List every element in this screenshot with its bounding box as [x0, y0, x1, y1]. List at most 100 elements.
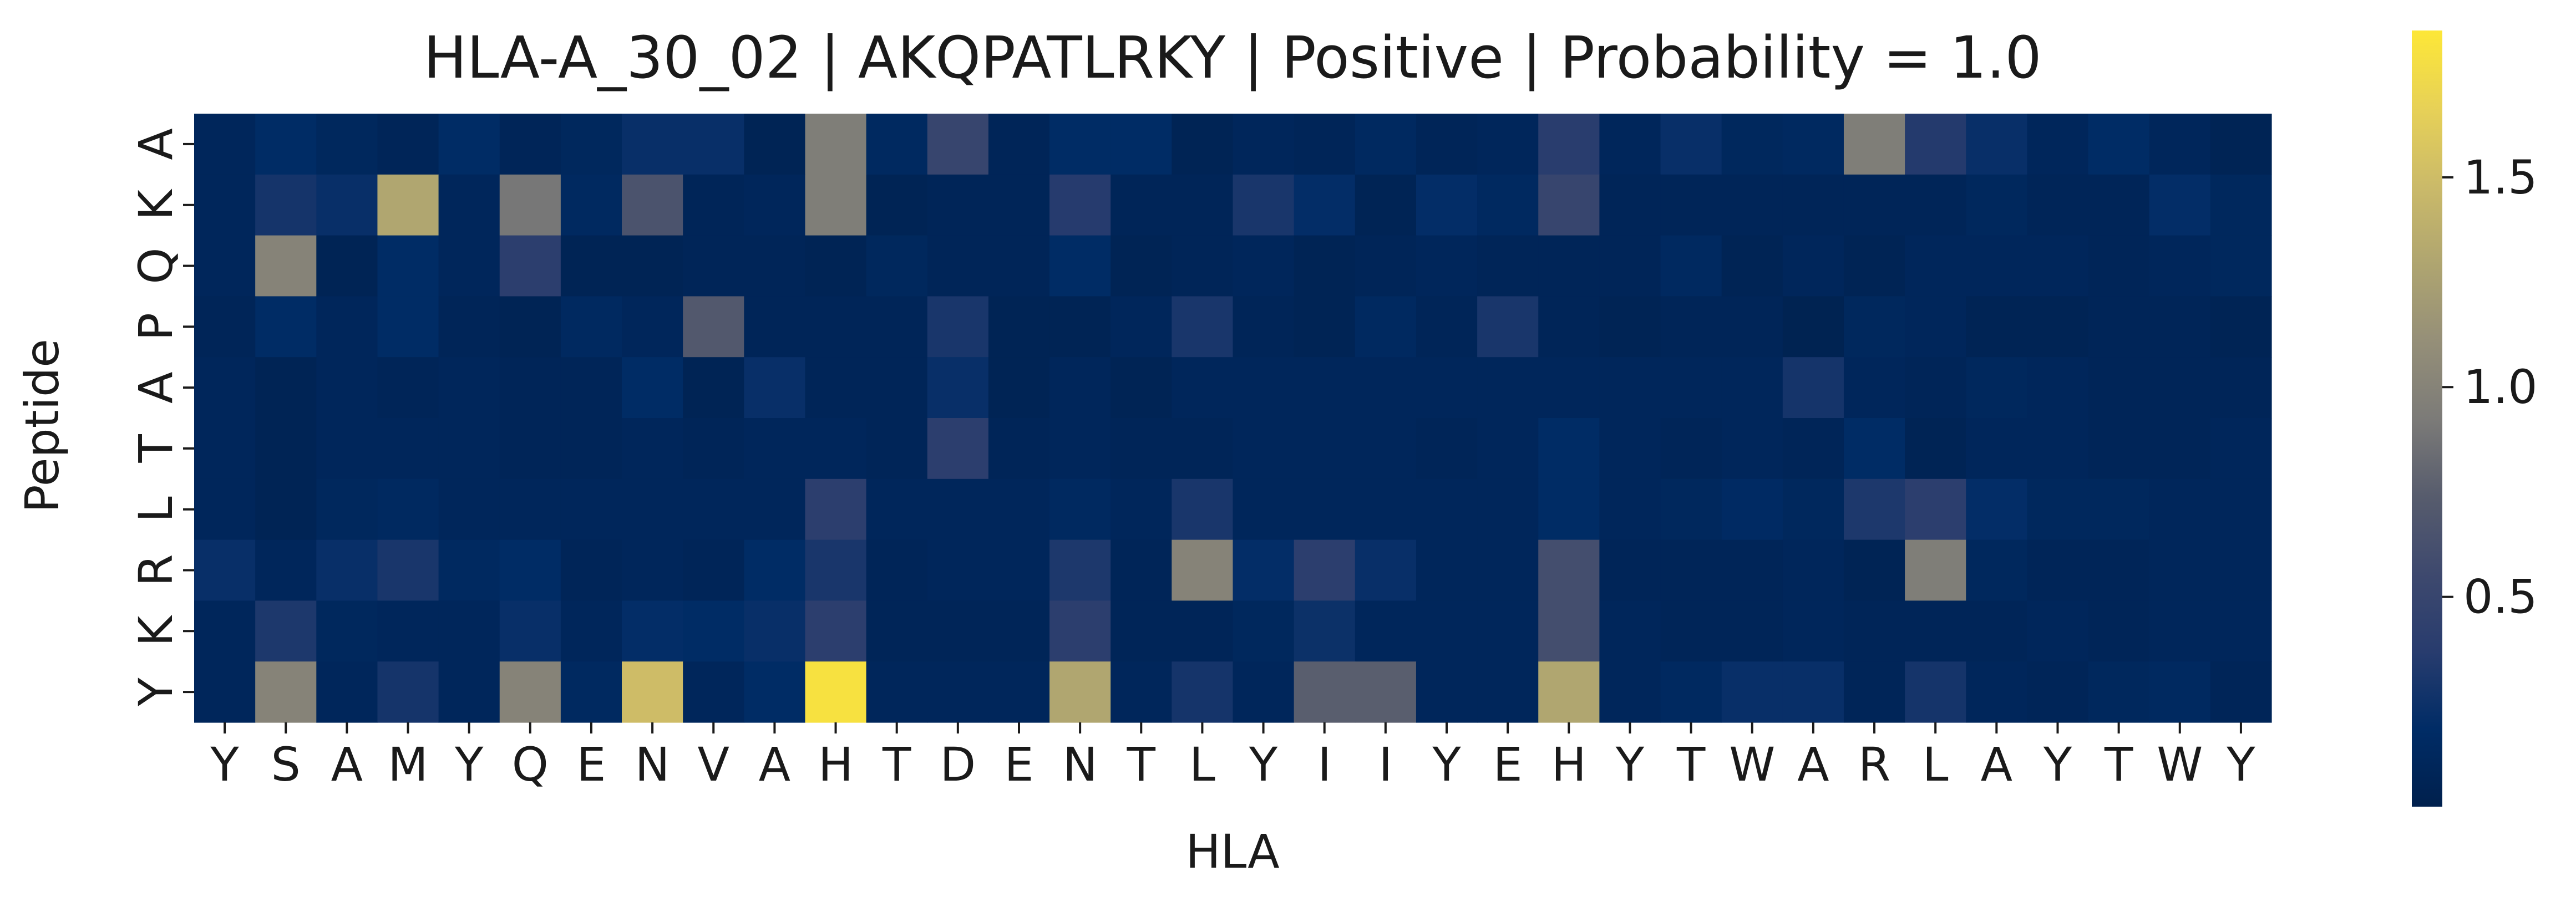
- x-tick-label: A: [759, 737, 790, 792]
- heatmap-cell: [316, 418, 378, 480]
- heatmap-cell: [438, 539, 500, 601]
- heatmap-cell: [2149, 174, 2211, 236]
- heatmap-cell: [2027, 174, 2089, 236]
- heatmap-cell: [1905, 296, 1966, 358]
- heatmap-cell: [805, 600, 867, 662]
- heatmap-cell: [1355, 478, 1417, 541]
- heatmap-cell: [988, 174, 1050, 236]
- heatmap-cell: [499, 600, 561, 662]
- heatmap-cell: [194, 418, 256, 480]
- heatmap-cell: [1049, 539, 1111, 601]
- heatmap-cell: [438, 357, 500, 419]
- heatmap-cell: [1843, 174, 1905, 236]
- heatmap-cell: [744, 296, 806, 358]
- x-axis-label: HLA: [1185, 824, 1279, 879]
- heatmap-cell: [927, 235, 989, 297]
- heatmap-cell: [1599, 235, 1661, 297]
- x-tick-label: Y: [1432, 737, 1461, 792]
- heatmap-cell: [255, 600, 317, 662]
- heatmap-cell: [1721, 478, 1783, 541]
- heatmap-cell: [1233, 418, 1295, 480]
- heatmap-cell: [377, 600, 439, 662]
- heatmap-cell: [1905, 600, 1966, 662]
- heatmap-cell: [1599, 296, 1661, 358]
- x-tick-label: T: [882, 737, 911, 792]
- heatmap-cell: [988, 114, 1050, 175]
- heatmap-cell: [1660, 478, 1722, 541]
- heatmap-cell: [744, 114, 806, 175]
- heatmap-cell: [805, 478, 867, 541]
- heatmap-cell: [744, 478, 806, 541]
- heatmap-cell: [805, 357, 867, 419]
- heatmap-cell: [805, 174, 867, 236]
- heatmap-cell: [499, 174, 561, 236]
- heatmap-cell: [805, 418, 867, 480]
- heatmap-cell: [866, 539, 928, 601]
- heatmap-cell: [988, 478, 1050, 541]
- heatmap-cell: [744, 418, 806, 480]
- heatmap-cell: [255, 296, 317, 358]
- heatmap-cell: [1355, 114, 1417, 175]
- heatmap-cell: [2149, 661, 2211, 723]
- heatmap-cell: [622, 235, 683, 297]
- heatmap-cell: [1172, 418, 1234, 480]
- heatmap-cell: [499, 661, 561, 723]
- heatmap-cell: [2088, 296, 2150, 358]
- heatmap-cell: [866, 357, 928, 419]
- x-tick-label: Y: [1615, 737, 1645, 792]
- y-tick-label: K: [129, 615, 183, 646]
- colorbar-tick-label: 0.5: [2463, 570, 2538, 624]
- heatmap-cell: [1782, 418, 1844, 480]
- heatmap-cell: [622, 661, 683, 723]
- chart-title: HLA-A_30_02 | AKQPATLRKY | Positive | Pr…: [423, 24, 2041, 91]
- y-tick-label: Y: [129, 677, 183, 707]
- heatmap-cell: [1294, 174, 1356, 236]
- x-tick-label: Y: [2226, 737, 2255, 792]
- heatmap-cell: [1110, 661, 1172, 723]
- heatmap-cell: [1110, 357, 1172, 419]
- heatmap-cell: [2149, 296, 2211, 358]
- heatmap-cell: [2210, 114, 2272, 175]
- x-tick-label: A: [1981, 737, 2012, 792]
- heatmap-cell: [2088, 478, 2150, 541]
- x-tick-label: Q: [512, 737, 549, 792]
- heatmap-cell: [1416, 357, 1478, 419]
- heatmap-cell: [2210, 661, 2272, 723]
- heatmap-cell: [377, 235, 439, 297]
- heatmap-cell: [1049, 114, 1111, 175]
- heatmap-cell: [499, 539, 561, 601]
- heatmap-cell: [1172, 661, 1234, 723]
- heatmap-cell: [1599, 478, 1661, 541]
- heatmap-cell: [2088, 661, 2150, 723]
- heatmap-cell: [560, 418, 622, 480]
- heatmap-cell: [377, 661, 439, 723]
- heatmap-cell: [1721, 174, 1783, 236]
- heatmap-cell: [988, 357, 1050, 419]
- heatmap-cell: [2027, 661, 2089, 723]
- heatmap-cell: [194, 539, 256, 601]
- heatmap-cell: [1660, 418, 1722, 480]
- heatmap-cell: [2088, 357, 2150, 419]
- heatmap-cell: [683, 478, 744, 541]
- heatmap-cell: [1721, 296, 1783, 358]
- heatmap-cell: [1294, 600, 1356, 662]
- heatmap-cell: [866, 418, 928, 480]
- heatmap-cell: [1172, 600, 1234, 662]
- heatmap-cell: [1843, 357, 1905, 419]
- y-tick-label: K: [129, 188, 183, 220]
- heatmap-cell: [1110, 478, 1172, 541]
- y-axis-label: Peptide: [15, 339, 69, 513]
- heatmap-cell: [1477, 539, 1539, 601]
- heatmap-cell: [1782, 357, 1844, 419]
- heatmap-cell: [1782, 235, 1844, 297]
- heatmap-cell: [2149, 539, 2211, 601]
- heatmap-cell: [2088, 114, 2150, 175]
- heatmap-cell: [1538, 114, 1600, 175]
- heatmap-cell: [2088, 235, 2150, 297]
- heatmap-cell: [866, 661, 928, 723]
- heatmap-cell: [1233, 174, 1295, 236]
- heatmap-cell: [622, 357, 683, 419]
- heatmap-cell: [1477, 296, 1539, 358]
- heatmap-cell: [255, 114, 317, 175]
